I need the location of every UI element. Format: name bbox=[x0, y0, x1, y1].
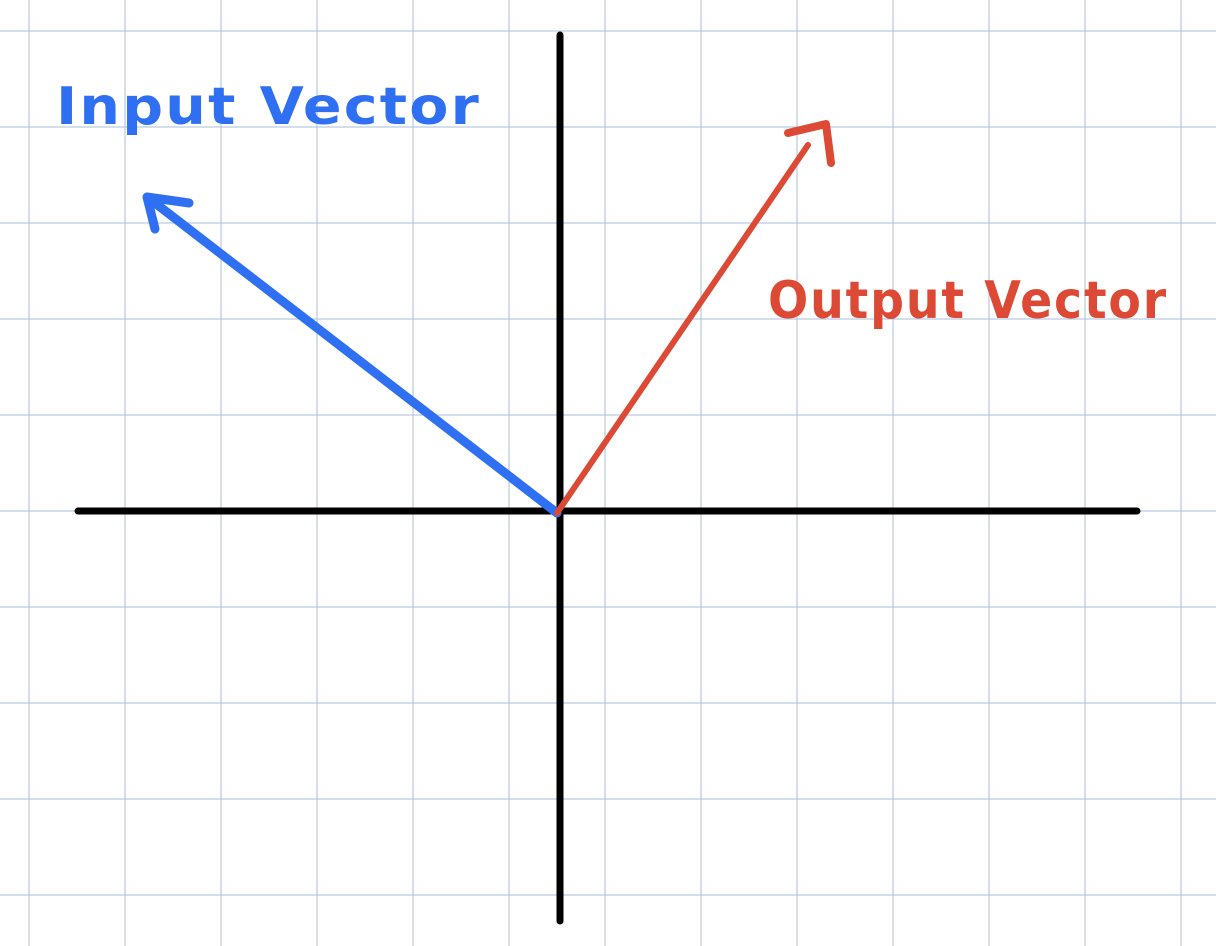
output-vector bbox=[554, 120, 835, 516]
input-vector bbox=[142, 192, 562, 518]
output-vector-label: Output Vector bbox=[768, 271, 1168, 331]
input-vector-arrowhead bbox=[142, 192, 194, 234]
output-vector-shaft bbox=[554, 142, 811, 516]
output-vector-arrowhead bbox=[784, 120, 835, 167]
input-vector-label: Input Vector bbox=[56, 77, 481, 137]
input-vector-shaft bbox=[150, 198, 562, 518]
